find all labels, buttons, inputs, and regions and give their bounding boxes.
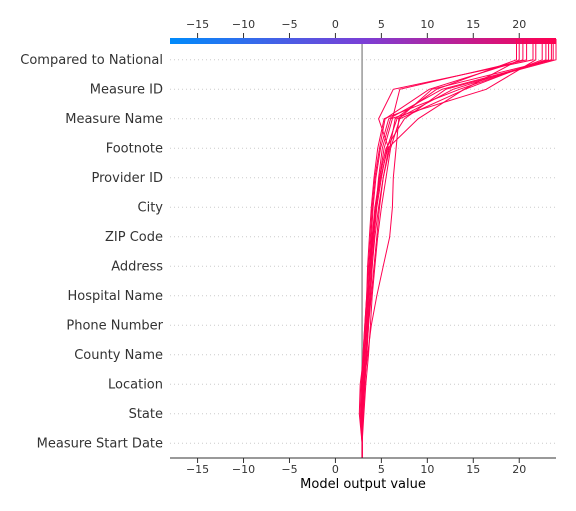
feature-label: Measure Name [65,112,163,127]
feature-label: Measure ID [90,82,163,97]
feature-label: Provider ID [92,171,164,186]
bottom-tick-group: −15 −10 −5 0 5 10 15 20 [186,458,526,476]
decision-line-8 [361,39,520,458]
feature-label: Hospital Name [67,289,163,304]
decision-line-5 [359,39,547,458]
colorbar [170,38,556,44]
top-tick-label: −5 [281,18,297,31]
feature-label: Address [111,259,163,274]
bottom-tick-label: 10 [420,463,434,476]
feature-label: City [138,200,164,215]
top-tick-label: 10 [420,18,434,31]
top-tick-label: −10 [232,18,255,31]
x-axis-title: Model output value [300,477,426,492]
top-tick-label: 0 [332,18,339,31]
top-tick-label: 20 [512,18,526,31]
decision-line-6 [361,39,543,458]
top-axis: −15 −10 −5 0 5 10 15 20 [170,18,556,44]
feature-label: Compared to National [20,53,163,68]
bottom-tick-label: −15 [186,463,209,476]
decision-line-12 [361,39,528,458]
decision-line-10 [360,39,524,458]
decision-line-2 [361,39,552,458]
decision-line-1 [358,39,557,458]
bottom-tick-label: −10 [232,463,255,476]
feature-label: County Name [74,348,163,363]
feature-label: State [129,407,163,422]
decision-line-4 [361,39,550,458]
feature-label: Location [108,377,163,392]
feature-label: Phone Number [66,318,163,333]
bottom-tick-label: 15 [466,463,480,476]
decision-line-9 [361,39,517,458]
top-tick-label: −15 [186,18,209,31]
feature-label: Measure Start Date [37,436,163,451]
bottom-tick-label: 20 [512,463,526,476]
top-tick-label: 15 [466,18,480,31]
feature-label: ZIP Code [105,230,163,245]
decision-lines [358,39,557,458]
feature-labels: Measure Start Date State Location County Na… [20,53,163,452]
bottom-tick-label: 0 [332,463,339,476]
top-tick-group: −15 −10 −5 0 5 10 15 20 [186,18,526,38]
bottom-tick-label: 5 [378,463,385,476]
decision-line-3 [360,39,554,458]
top-tick-label: 5 [378,18,385,31]
decision-line-11 [361,39,534,458]
bottom-tick-label: −5 [281,463,297,476]
feature-label: Footnote [106,141,163,156]
